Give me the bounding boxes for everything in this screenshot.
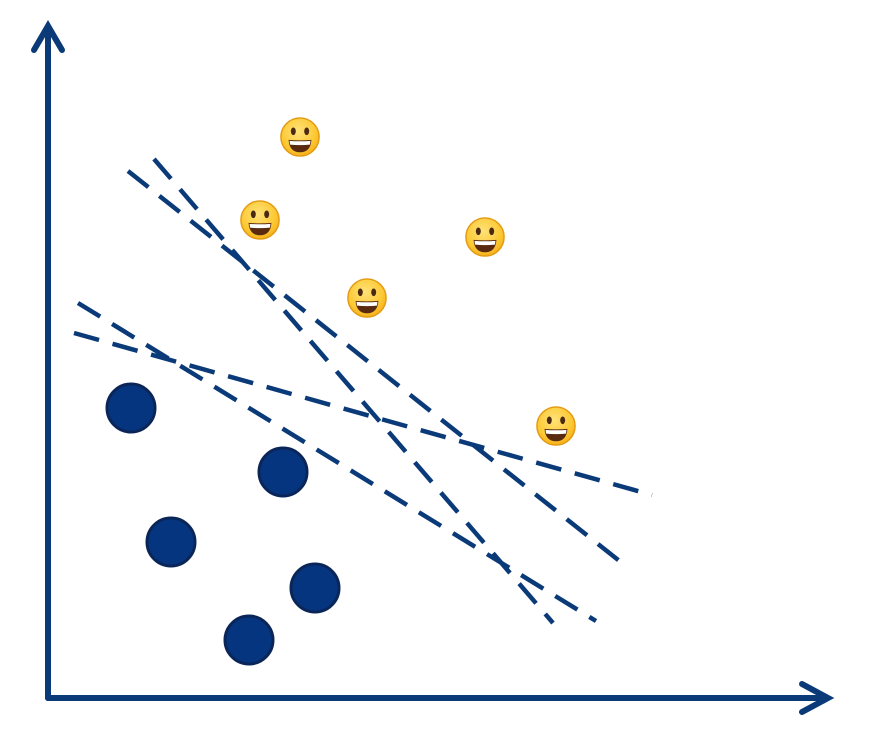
separator-line-2 xyxy=(126,169,624,565)
filled-circle-icon xyxy=(257,446,309,498)
x-axis-arrowhead xyxy=(799,681,835,715)
axes xyxy=(31,20,835,715)
separator-lines xyxy=(73,157,653,625)
separator-line-3 xyxy=(76,301,598,623)
filled-circle-icon xyxy=(105,382,157,434)
filled-circle-icon xyxy=(223,614,275,666)
separator-line-1 xyxy=(152,157,555,625)
grinning-face-icon xyxy=(465,217,505,257)
filled-circle-icon xyxy=(145,516,197,568)
grinning-face-icon xyxy=(240,200,280,240)
grinning-face-icon xyxy=(536,406,576,446)
filled-circle-icon xyxy=(289,562,341,614)
dot-points xyxy=(105,382,341,666)
y-axis-arrowhead xyxy=(31,20,65,53)
grinning-face-icon xyxy=(347,278,387,318)
separator-line-4 xyxy=(73,330,653,498)
grinning-face-icon xyxy=(280,117,320,157)
